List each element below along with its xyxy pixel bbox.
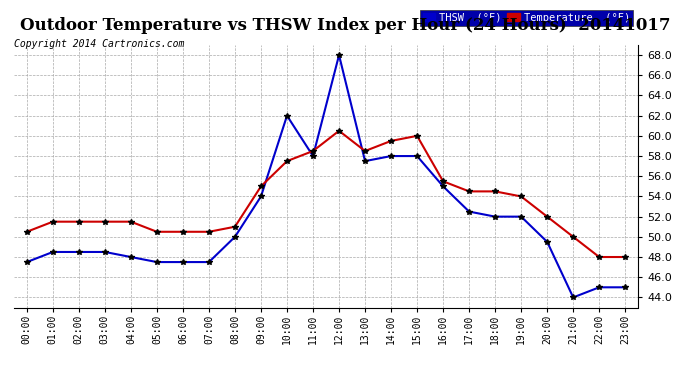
Text: Copyright 2014 Cartronics.com: Copyright 2014 Cartronics.com <box>14 39 184 50</box>
Legend: THSW  (°F), Temperature  (°F): THSW (°F), Temperature (°F) <box>420 9 633 26</box>
Text: Outdoor Temperature vs THSW Index per Hour (24 Hours)  20141017: Outdoor Temperature vs THSW Index per Ho… <box>20 17 670 34</box>
